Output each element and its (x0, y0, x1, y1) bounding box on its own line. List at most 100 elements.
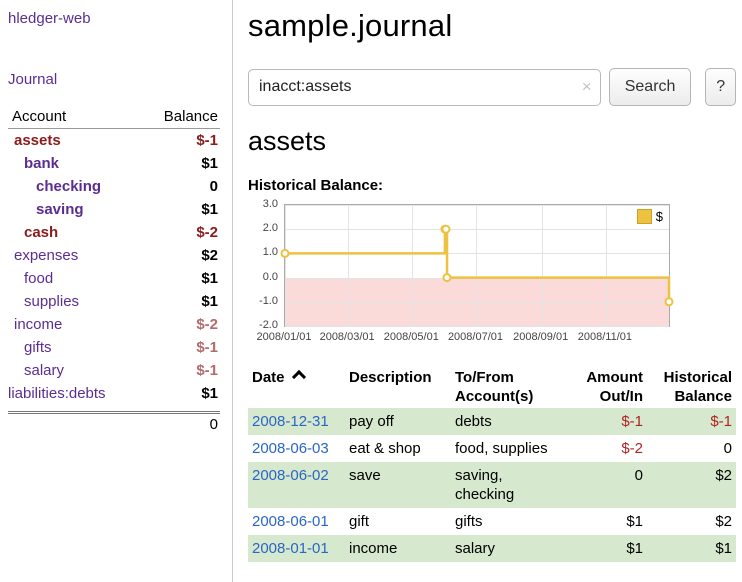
chart-legend: $ (633, 208, 666, 225)
account-link[interactable]: bank (24, 155, 60, 172)
transaction-accounts: debts (455, 413, 492, 430)
search-box: × (248, 68, 601, 106)
account-balance: $-2 (196, 224, 218, 241)
transaction-date-link[interactable]: 2008-06-02 (252, 467, 329, 484)
v-gridline (285, 205, 286, 326)
x-axis-tick-label: 2008/09/01 (513, 331, 569, 343)
transaction-accounts: salary (455, 540, 496, 557)
transaction-balance: $2 (715, 513, 732, 530)
transaction-balance: $-1 (710, 413, 732, 430)
account-column-label: Account (12, 108, 67, 125)
x-axis-tick-label: 2008/01/01 (256, 331, 312, 343)
account-link[interactable]: liabilities:debts (8, 385, 106, 402)
register-header-description: Description (349, 369, 432, 386)
account-link[interactable]: food (24, 270, 54, 287)
chart-plot: $ (280, 204, 674, 327)
transaction-balance: $2 (715, 467, 732, 484)
legend-swatch-icon (636, 209, 652, 224)
total-balance: 0 (209, 416, 218, 433)
account-balance: $1 (201, 155, 218, 172)
app-title-link[interactable]: hledger-web (8, 10, 91, 27)
register-header-balance: Historical Balance (663, 369, 732, 405)
account-row: cash $-2 (8, 224, 220, 247)
account-link[interactable]: income (14, 316, 63, 333)
y-axis-tick-label: 0.0 (262, 270, 278, 283)
register-header-accounts: To/From Account(s) (455, 369, 534, 405)
search-input[interactable] (248, 68, 601, 106)
transaction-amount: $-1 (621, 413, 643, 430)
account-link[interactable]: expenses (14, 247, 79, 264)
transaction-accounts: saving, checking (455, 467, 515, 503)
account-table-header: Account Balance (8, 108, 220, 129)
transaction-amount: $1 (626, 540, 643, 557)
sidebar: hledger-web Journal Account Balance asse… (0, 0, 233, 582)
register-header-date[interactable]: Date (248, 366, 345, 408)
account-row: saving $1 (8, 201, 220, 224)
account-balance: 0 (209, 178, 218, 195)
data-point-marker (280, 248, 290, 258)
account-link[interactable]: saving (36, 201, 84, 218)
transaction-date-link[interactable]: 2008-06-01 (252, 513, 329, 530)
transaction-accounts: gifts (455, 513, 483, 530)
account-link[interactable]: checking (36, 178, 102, 195)
y-axis-tick-label: 2.0 (262, 222, 278, 235)
account-row: gifts $-1 (8, 339, 220, 362)
transaction-accounts: food, supplies (455, 440, 548, 457)
account-balance: $1 (201, 293, 218, 310)
register-body: 2008-12-31 pay off debts $-1 $-1 2008-06-03 ea… (248, 408, 736, 562)
account-row: income $-2 (8, 316, 220, 339)
y-axis-tick-label: -1.0 (259, 294, 278, 307)
transaction-amount: $-2 (621, 440, 643, 457)
transaction-date-link[interactable]: 2008-12-31 (252, 413, 329, 430)
v-gridline (605, 205, 607, 326)
transaction-date-link[interactable]: 2008-06-03 (252, 440, 329, 457)
clear-search-icon[interactable]: × (581, 76, 592, 96)
register-table: Date Description To/From Account(s) Amount Ou… (248, 366, 736, 562)
transaction-description: eat & shop (349, 440, 421, 457)
account-balance: $1 (201, 385, 218, 402)
transaction-date-link[interactable]: 2008-01-01 (252, 540, 329, 557)
data-point-marker (441, 224, 451, 234)
account-balance: $-1 (196, 132, 218, 149)
transaction-row: 2008-01-01 income salary $1 $1 (248, 535, 736, 562)
account-link[interactable]: supplies (24, 293, 80, 310)
transaction-row: 2008-06-02 save saving, checking 0 $2 (248, 462, 736, 508)
account-balance: $2 (201, 247, 218, 264)
sidebar-item-journal[interactable]: Journal (8, 71, 58, 88)
transaction-amount: 0 (634, 467, 643, 484)
chart-title: Historical Balance: (248, 177, 384, 194)
transaction-date-cell: 2008-01-01 (248, 535, 345, 562)
transaction-date-cell: 2008-12-31 (248, 408, 345, 435)
register-head-row: Date Description To/From Account(s) Amount Ou… (248, 366, 736, 408)
v-gridline (476, 205, 478, 326)
account-link[interactable]: assets (14, 132, 61, 149)
account-heading: assets (248, 126, 327, 156)
transaction-date-cell: 2008-06-02 (248, 462, 345, 508)
account-row: food $1 (8, 270, 220, 293)
account-link[interactable]: cash (24, 224, 59, 241)
search-button[interactable]: Search (608, 68, 692, 106)
transaction-balance: $1 (715, 540, 732, 557)
transaction-balance: 0 (723, 440, 732, 457)
help-button[interactable]: ? (705, 68, 736, 106)
account-link[interactable]: gifts (24, 339, 52, 356)
transaction-date-cell: 2008-06-03 (248, 435, 345, 462)
y-axis-tick-label: -2.0 (259, 319, 278, 331)
account-row: expenses $2 (8, 247, 220, 270)
transaction-description: income (349, 540, 398, 557)
transaction-row: 2008-06-03 eat & shop food, supplies $-2 0 (248, 435, 736, 462)
main-content: sample.journal × Search ? assets Histori… (233, 0, 742, 582)
account-link[interactable]: salary (24, 362, 65, 379)
account-balance: $1 (201, 270, 218, 287)
x-axis-tick-label: 2008/05/01 (383, 331, 439, 343)
account-balance: $-1 (196, 362, 218, 379)
data-point-marker (442, 273, 452, 283)
y-axis-tick-label: 3.0 (262, 198, 278, 210)
x-axis-tick-label: 2008/07/01 (447, 331, 503, 343)
account-row: supplies $1 (8, 293, 220, 316)
transaction-description: gift (349, 513, 370, 530)
v-gridline (541, 205, 543, 326)
data-point-marker (664, 297, 674, 307)
account-balance: $1 (201, 201, 218, 218)
transaction-description: pay off (349, 413, 394, 430)
